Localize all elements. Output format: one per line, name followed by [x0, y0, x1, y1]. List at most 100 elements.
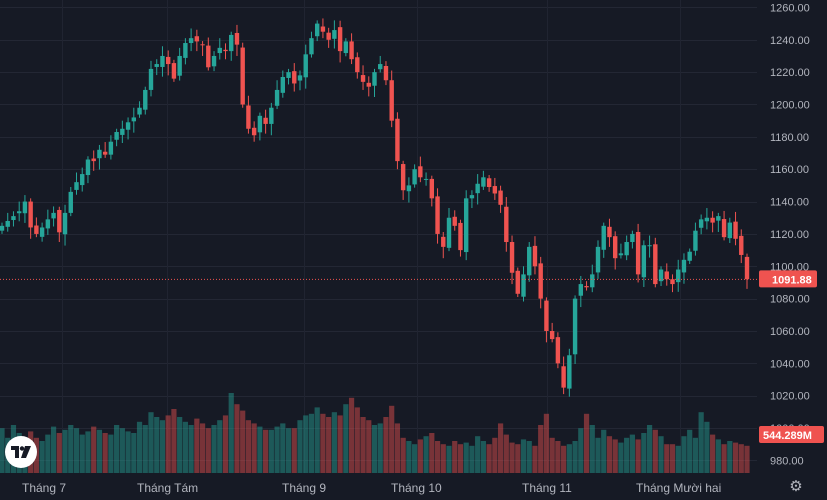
volume-bar [314, 407, 320, 473]
candle [303, 44, 308, 89]
volume-bar [532, 445, 538, 473]
candle-body [206, 45, 211, 68]
y-tick-label: 1260.00 [770, 2, 810, 14]
candle [332, 20, 337, 49]
candle-body [229, 34, 234, 52]
volume-bar [234, 404, 240, 473]
candle [435, 188, 440, 244]
gear-icon[interactable]: ⚙ [789, 478, 803, 495]
volume-bar [280, 423, 286, 473]
volume-bar [257, 426, 263, 473]
candle [320, 18, 326, 39]
y-tick-label: 1160.00 [770, 164, 809, 176]
candle [618, 243, 624, 259]
candle [194, 29, 200, 52]
candle-body [721, 219, 727, 238]
candle [504, 197, 509, 252]
volume-bar [572, 441, 578, 473]
volume-bar [222, 415, 229, 473]
candle [137, 101, 142, 118]
volume-bar [669, 444, 676, 473]
volume-bar [646, 425, 653, 473]
last-price-badge: 1091.88 [759, 270, 817, 288]
candle [527, 242, 532, 282]
volume-bar [131, 433, 137, 473]
volume-bar [343, 404, 349, 473]
volume-bar [360, 417, 366, 473]
candle-body [406, 185, 412, 192]
candle [177, 47, 182, 81]
candle [297, 70, 303, 91]
candle [257, 112, 263, 141]
candle-body [378, 64, 383, 70]
volume-bar [744, 445, 750, 473]
volume-bar [383, 417, 389, 473]
volume-bar [303, 415, 309, 473]
tradingview-logo-icon [11, 446, 31, 458]
volume-bar [457, 444, 464, 473]
price-axis[interactable]: 1260.00 1240.00 1220.00 1200.00 1180.00 1160.… [770, 2, 810, 467]
candle-body [733, 221, 738, 239]
candle-body [223, 49, 228, 52]
candle [515, 267, 520, 298]
candle [349, 33, 354, 65]
candle [11, 211, 16, 227]
candle-body [297, 75, 303, 81]
candle [395, 112, 400, 170]
candle-body [34, 225, 39, 234]
x-tick-label: Tháng 7 [22, 481, 66, 495]
candle [85, 156, 91, 184]
candle [206, 37, 211, 71]
volume-bar [285, 428, 292, 473]
volume-bar [475, 436, 481, 473]
candle-body [332, 30, 337, 39]
candle-body [716, 216, 721, 221]
candle [744, 253, 750, 289]
candle-body [664, 271, 669, 280]
volume-bar [371, 425, 378, 473]
volume-bar [687, 429, 693, 473]
candle [269, 102, 274, 136]
candle-body [263, 117, 268, 124]
candle-body [143, 89, 148, 110]
candle [74, 172, 79, 195]
candle-body [57, 209, 62, 233]
volume-bar [417, 439, 423, 473]
candle [716, 212, 721, 232]
candle-body [658, 269, 664, 282]
candle [22, 195, 28, 223]
volume-bar [486, 444, 492, 473]
candle [80, 167, 85, 192]
candle [326, 27, 331, 48]
volume-bar [641, 433, 647, 473]
volume-bar [538, 425, 544, 473]
candle [412, 164, 417, 188]
volume-bar [606, 436, 613, 473]
candle-body [618, 253, 624, 256]
candle [114, 128, 119, 147]
time-axis[interactable]: Tháng 7 Tháng Tám Tháng 9 Tháng 10 Tháng 11 T… [22, 481, 721, 495]
candle-body [567, 355, 572, 389]
volume-bar [624, 437, 630, 473]
volume-bar [263, 429, 269, 473]
candle [492, 177, 498, 200]
candle-body [469, 195, 475, 199]
volume-bar [159, 420, 166, 473]
candle [446, 208, 452, 252]
candle [481, 170, 486, 190]
volume-bar [337, 415, 343, 473]
volume-bar [268, 429, 274, 473]
candle [676, 259, 681, 292]
candle-body [148, 68, 154, 90]
candle-body [360, 75, 366, 82]
candle [372, 68, 377, 98]
candle-body [693, 230, 698, 251]
candle [68, 187, 73, 217]
candle [125, 117, 131, 140]
candle-body [635, 231, 641, 275]
candle-body [314, 23, 320, 37]
candle-body [240, 47, 245, 105]
tradingview-logo[interactable] [5, 436, 37, 468]
candle-body [492, 186, 498, 194]
